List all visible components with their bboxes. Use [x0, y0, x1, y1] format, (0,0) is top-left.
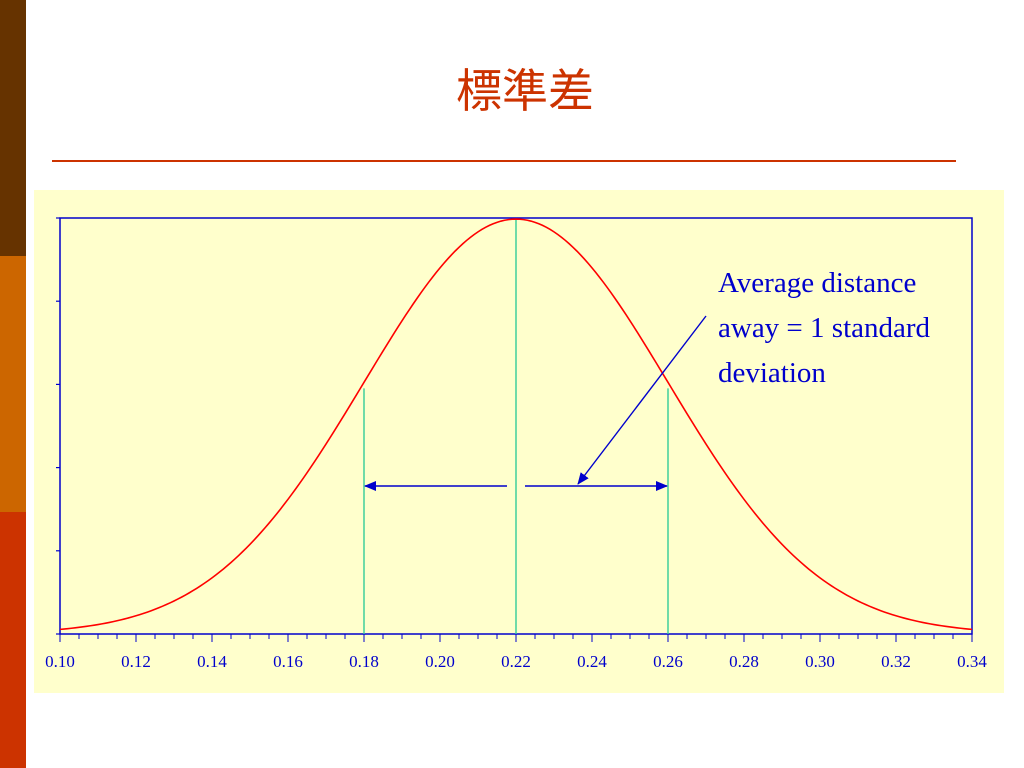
annotation-line-0: Average distance: [718, 267, 916, 299]
x-tick-label: 0.20: [425, 652, 455, 671]
annotation-text: Average distance away = 1 standard deviati…: [718, 267, 931, 389]
x-tick-label: 0.10: [45, 652, 75, 671]
normal-curve-series: [59, 218, 973, 631]
annotation-line-2: deviation: [718, 357, 826, 389]
normal-distribution-chart: 0.10 0.12 0.14 0.16 0.18 0.20 0.22 0.24 0.26 0.28…: [45, 217, 987, 671]
sidebar-band-top: [0, 0, 26, 256]
slide-title: 標準差: [456, 64, 594, 118]
y-axis-ticks: [56, 217, 60, 635]
x-axis-tick-labels: 0.10 0.12 0.14 0.16 0.18 0.20 0.22 0.24 0.26 0.28…: [45, 652, 987, 671]
x-tick-label: 0.16: [273, 652, 303, 671]
annotation-pointer-arrow: [577, 315, 707, 485]
chart-panel: 0.10 0.12 0.14 0.16 0.18 0.20 0.22 0.24 0.26 0.28…: [34, 190, 1004, 693]
title-divider: [52, 160, 956, 162]
sidebar-band-bottom: [0, 512, 26, 768]
annotation-line-1: away = 1 standard: [718, 312, 931, 344]
x-tick-label: 0.14: [197, 652, 227, 671]
x-tick-label: 0.22: [501, 652, 531, 671]
sidebar-accent: [0, 0, 26, 768]
x-tick-label: 0.24: [577, 652, 607, 671]
x-tick-label: 0.32: [881, 652, 911, 671]
x-tick-label: 0.34: [957, 652, 987, 671]
x-tick-label: 0.28: [729, 652, 759, 671]
sd-reference-lines: [363, 219, 669, 634]
x-tick-label: 0.30: [805, 652, 835, 671]
x-tick-label: 0.12: [121, 652, 151, 671]
sidebar-band-middle: [0, 256, 26, 512]
x-tick-label: 0.26: [653, 652, 683, 671]
x-tick-label: 0.18: [349, 652, 379, 671]
x-axis-ticks: [59, 634, 973, 642]
